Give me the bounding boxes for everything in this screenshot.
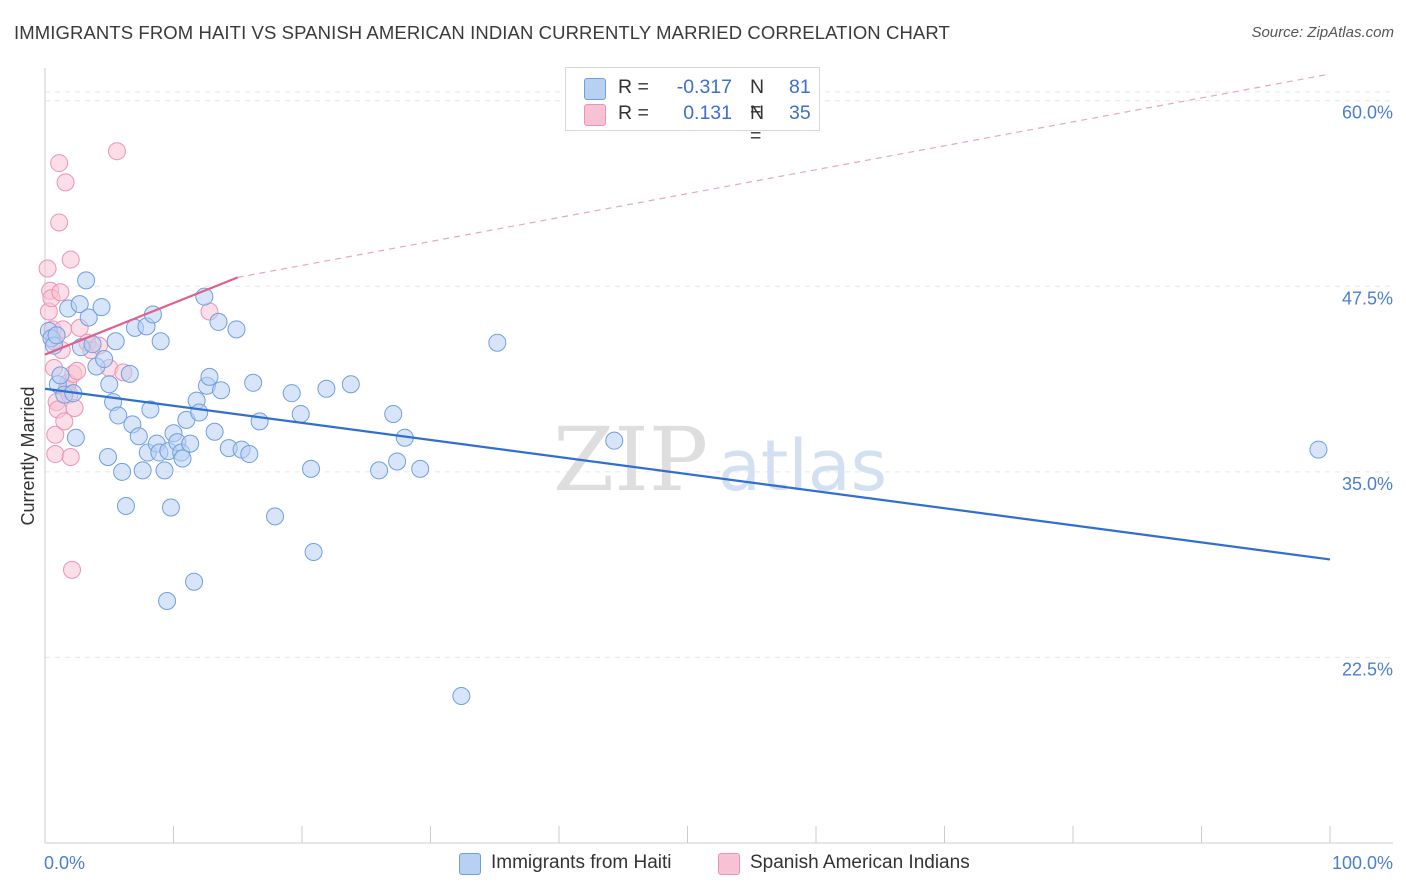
- pink-point: [62, 560, 81, 579]
- blue-point: [240, 445, 259, 464]
- blue-point: [185, 572, 204, 591]
- blue-point: [304, 543, 323, 562]
- blue-trend-line: [44, 387, 1331, 561]
- blue-point: [1309, 440, 1328, 459]
- blue-point: [411, 459, 430, 478]
- blue-point: [282, 384, 301, 403]
- pink-point: [50, 154, 69, 173]
- blue-point: [181, 434, 200, 453]
- blue-point: [98, 448, 117, 467]
- blue-point: [151, 332, 170, 351]
- legend-n-label: N =: [750, 102, 765, 147]
- legend-r-value: -0.317: [676, 76, 732, 98]
- axes: [44, 68, 1393, 844]
- blue-point: [70, 295, 89, 314]
- y-tick-label: 60.0%: [1342, 103, 1393, 123]
- legend-swatch-blue: [584, 78, 606, 100]
- blue-point: [227, 320, 246, 339]
- blue-point: [141, 400, 160, 419]
- blue-point: [95, 350, 114, 369]
- blue-point: [291, 404, 310, 423]
- blue-point: [388, 452, 407, 471]
- blue-point: [120, 364, 139, 383]
- blue-point: [106, 332, 125, 351]
- pink-point: [61, 448, 80, 467]
- pink-point: [68, 361, 87, 380]
- blue-point: [605, 431, 624, 450]
- legend-swatch-blue: [459, 853, 481, 875]
- pink-point: [38, 259, 57, 278]
- tick-labels: 22.5% 35.0% 47.5% 60.0% 0.0% 100.0%: [44, 103, 1393, 873]
- y-tick-label: 22.5%: [1342, 659, 1393, 679]
- blue-point: [200, 367, 219, 386]
- pink-trend-line: [44, 276, 239, 356]
- blue-point: [161, 498, 180, 517]
- pink-point: [46, 425, 65, 444]
- blue-point: [92, 298, 111, 317]
- pink-point: [46, 445, 65, 464]
- blue-point: [116, 497, 135, 516]
- blue-point: [384, 404, 403, 423]
- pink-point: [61, 250, 80, 269]
- blue-point: [109, 406, 128, 425]
- blue-point: [212, 381, 231, 400]
- trend-lines: [44, 73, 1331, 561]
- chart-title: IMMIGRANTS FROM HAITI VS SPANISH AMERICA…: [14, 22, 950, 43]
- legend-label-haiti: Immigrants from Haiti: [491, 852, 672, 873]
- blue-point: [129, 427, 148, 446]
- blue-point: [100, 375, 119, 394]
- legend-label-spanish-american-indians: Spanish American Indians: [750, 852, 970, 873]
- y-axis-title: Currently Married: [18, 386, 38, 525]
- blue-point: [77, 271, 96, 290]
- blue-point: [158, 592, 177, 611]
- blue-point: [66, 428, 85, 447]
- blue-point: [452, 687, 471, 706]
- legend-n-value: 81: [789, 76, 811, 98]
- blue-point: [301, 459, 320, 478]
- x-tick-label-max: 100.0%: [1332, 853, 1393, 873]
- blue-point: [341, 375, 360, 394]
- blue-point: [370, 461, 389, 480]
- grid-lines: [45, 91, 1393, 658]
- legend-n-value: 35: [789, 102, 811, 124]
- blue-point: [190, 403, 209, 422]
- legend-swatch-pink: [718, 853, 740, 875]
- blue-point: [173, 449, 192, 468]
- blue-point: [79, 308, 98, 327]
- watermark-atlas: atlas: [718, 425, 887, 507]
- pink-point: [55, 412, 74, 431]
- blue-point: [266, 507, 285, 526]
- source-credit: Source: ZipAtlas.com: [1251, 24, 1394, 41]
- y-tick-label: 35.0%: [1342, 474, 1393, 494]
- pink-point: [51, 283, 70, 302]
- blue-point: [51, 366, 70, 385]
- pink-point: [107, 142, 126, 161]
- blue-point: [155, 461, 174, 480]
- blue-point: [133, 461, 152, 480]
- blue-point: [47, 326, 66, 345]
- y-tick-label: 47.5%: [1342, 288, 1393, 308]
- legend-swatch-pink: [584, 104, 606, 126]
- legend-r-label: R =: [618, 76, 649, 98]
- blue-point: [244, 373, 263, 392]
- pink-point: [50, 213, 69, 232]
- legend-n-label: N =: [750, 76, 765, 121]
- blue-point: [488, 333, 507, 352]
- blue-point: [317, 379, 336, 398]
- correlation-legend: R = -0.317 N = 81 R = 0.131 N = 35: [565, 67, 820, 147]
- pink-point: [56, 173, 75, 192]
- watermark: ZIP atlas: [553, 408, 887, 511]
- legend-r-label: R =: [618, 102, 649, 124]
- blue-point: [205, 422, 224, 441]
- blue-point: [209, 312, 228, 331]
- x-tick-label-min: 0.0%: [44, 853, 85, 873]
- pink-trend-extension: [237, 73, 1331, 278]
- legend-r-value: 0.131: [683, 102, 732, 124]
- blue-point: [113, 462, 132, 481]
